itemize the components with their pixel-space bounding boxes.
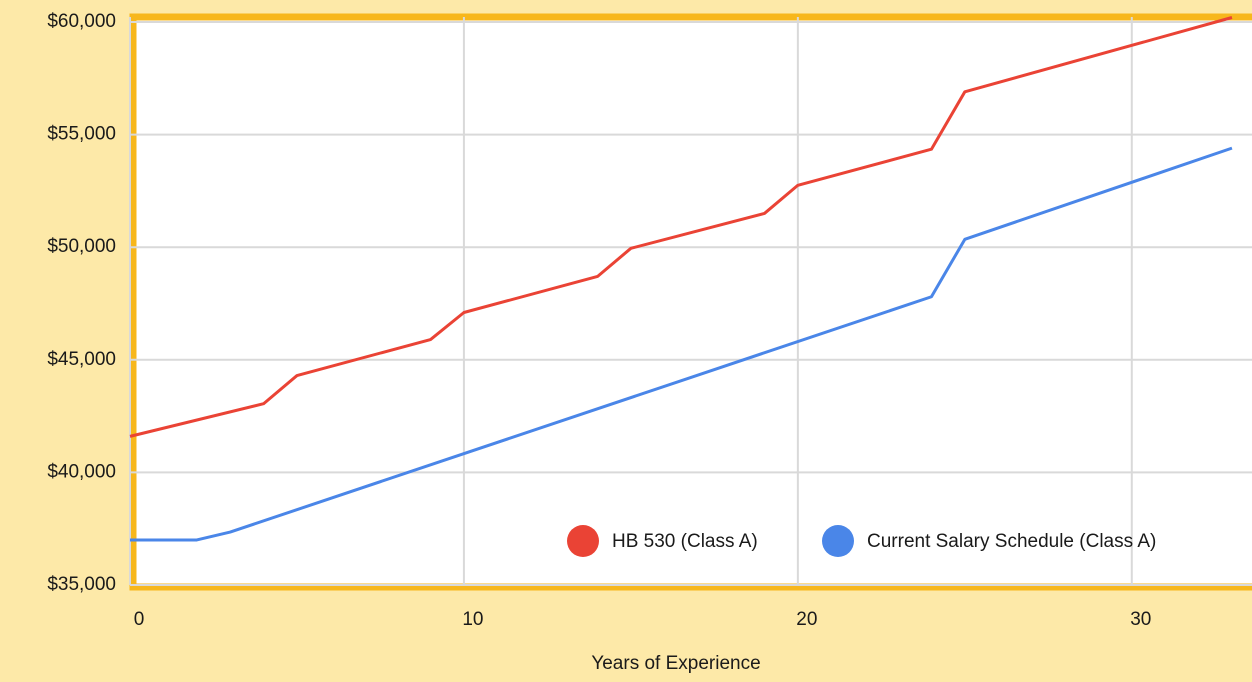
x-axis-label: Years of Experience xyxy=(591,653,760,674)
legend-label: Current Salary Schedule (Class A) xyxy=(867,531,1156,552)
legend-marker xyxy=(567,525,599,557)
legend-marker xyxy=(822,525,854,557)
x-tick-label: 10 xyxy=(462,609,483,630)
y-tick-label: $35,000 xyxy=(47,574,116,595)
plot-area xyxy=(133,17,1252,587)
x-tick-label: 30 xyxy=(1130,609,1151,630)
y-tick-label: $45,000 xyxy=(47,349,116,370)
x-tick-label: 20 xyxy=(796,609,817,630)
x-tick-label: 0 xyxy=(134,609,145,630)
chart: Years of Experience $35,000 $40,000 $45,00… xyxy=(0,0,1252,682)
legend-label: HB 530 (Class A) xyxy=(612,531,758,552)
y-tick-label: $50,000 xyxy=(47,236,116,257)
y-tick-label: $55,000 xyxy=(47,124,116,145)
y-tick-label: $60,000 xyxy=(47,11,116,32)
y-tick-label: $40,000 xyxy=(47,461,116,482)
